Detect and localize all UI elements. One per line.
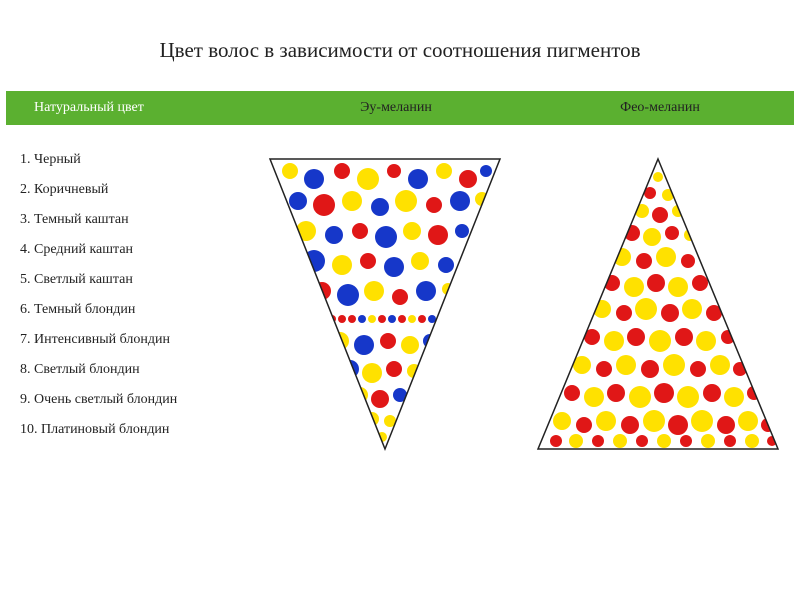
list-item: 4. Средний каштан: [20, 243, 260, 257]
list-item: 1. Черный: [20, 153, 260, 167]
list-item: 7. Интенсивный блондин: [20, 333, 260, 347]
eu-melanin-triangle: [260, 149, 510, 459]
pheo-melanin-triangle: [528, 149, 788, 459]
list-item: 5. Светлый каштан: [20, 273, 260, 287]
list-item: 10. Платиновый блондин: [20, 423, 260, 437]
header-natural-color: Натуральный цвет: [6, 100, 266, 116]
content-row: 1. Черный 2. Коричневый 3. Темный каштан 4.…: [0, 143, 800, 459]
list-item: 6. Темный блондин: [20, 303, 260, 317]
header-bar: Натуральный цвет Эу-меланин Фео-меланин: [6, 91, 794, 125]
header-pheo-melanin: Фео-меланин: [526, 100, 794, 116]
color-list: 1. Черный 2. Коричневый 3. Темный каштан 4.…: [20, 143, 260, 459]
list-item: 9. Очень светлый блондин: [20, 393, 260, 407]
list-item: 3. Темный каштан: [20, 213, 260, 227]
list-item: 8. Светлый блондин: [20, 363, 260, 377]
header-eu-melanin: Эу-меланин: [266, 100, 526, 116]
list-item: 2. Коричневый: [20, 183, 260, 197]
triangles: [260, 143, 794, 459]
page-title: Цвет волос в зависимости от соотношения …: [0, 0, 800, 91]
